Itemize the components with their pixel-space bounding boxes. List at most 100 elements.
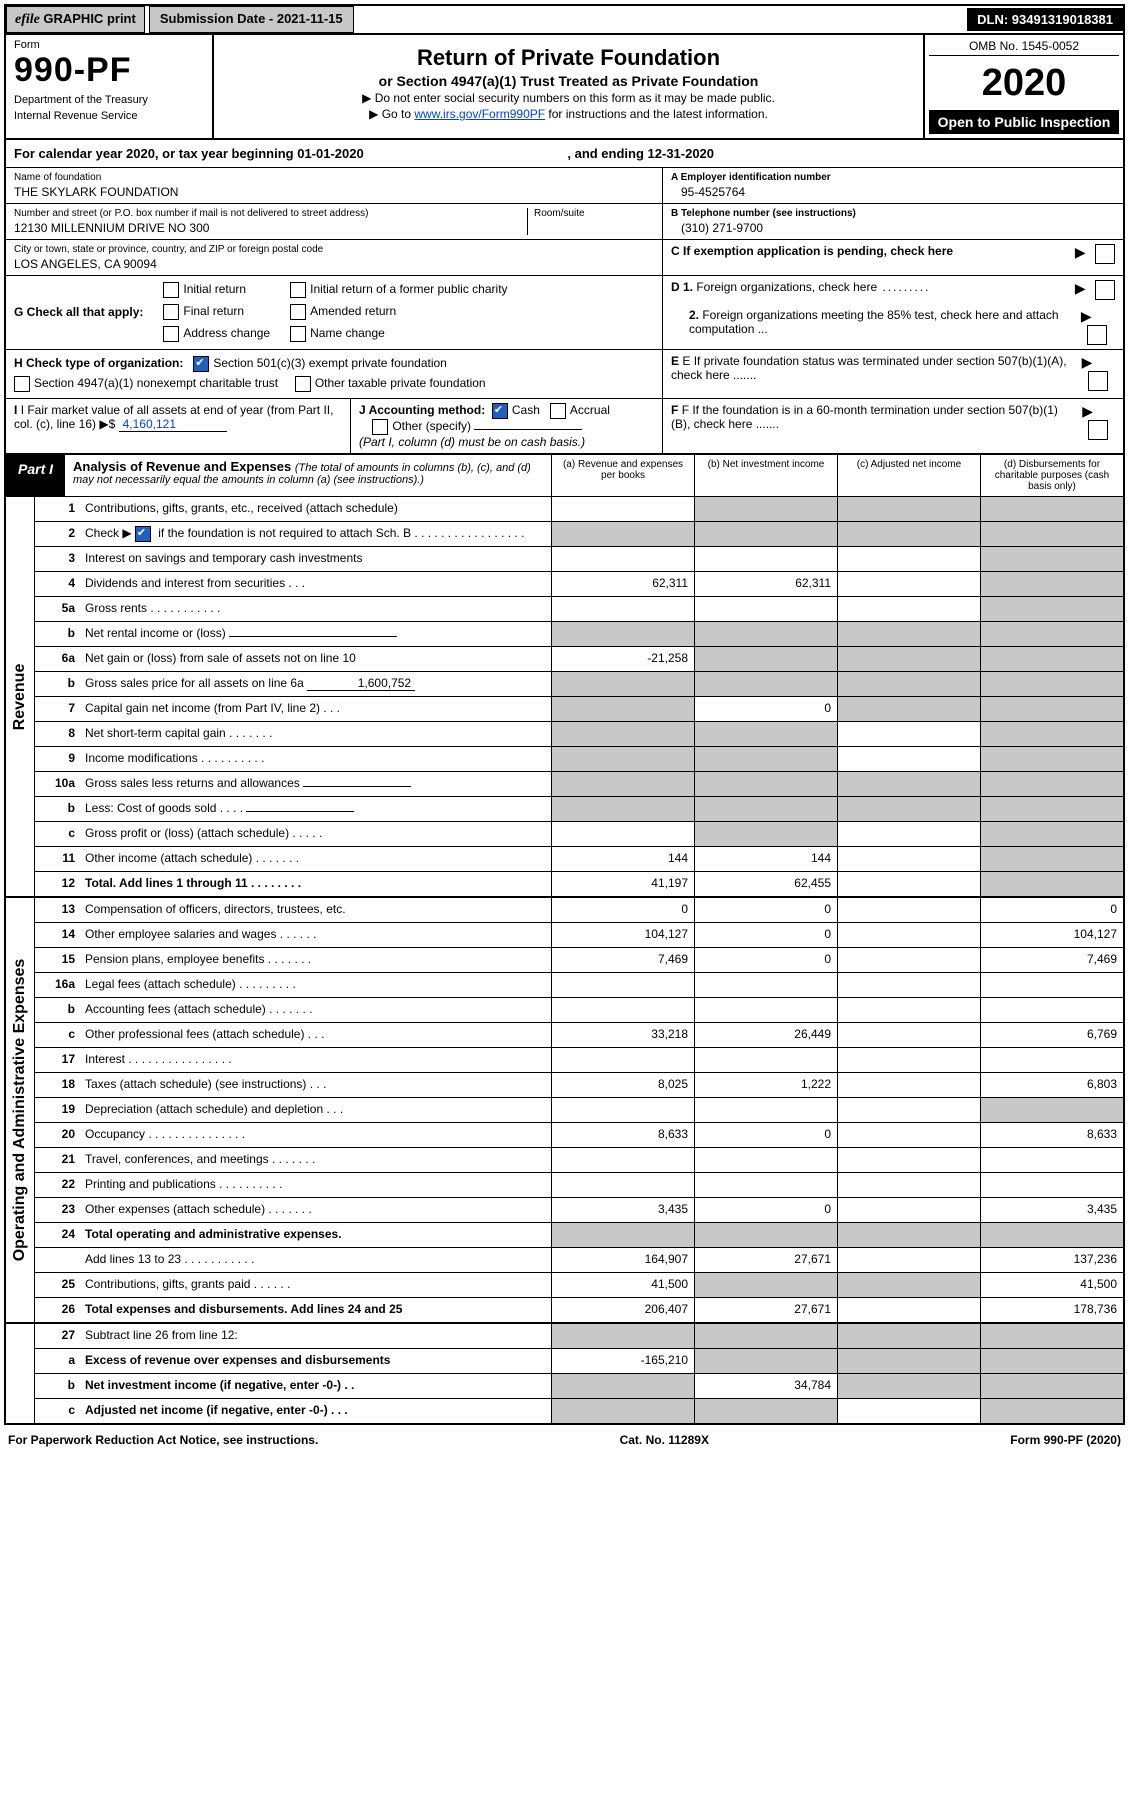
- footer-left: For Paperwork Reduction Act Notice, see …: [8, 1433, 318, 1447]
- line-16a: Legal fees (attach schedule) . . . . . .…: [79, 973, 551, 997]
- line-10b: Less: Cost of goods sold . . . .: [79, 797, 551, 821]
- cb-4947[interactable]: [14, 376, 30, 392]
- j-cash: Cash: [512, 403, 540, 417]
- line-19: Depreciation (attach schedule) and deple…: [79, 1098, 551, 1122]
- cb-name[interactable]: [290, 326, 306, 342]
- efile-print-button[interactable]: efile efile GRAPHIC printGRAPHIC print: [6, 6, 145, 33]
- line-22: Printing and publications . . . . . . . …: [79, 1173, 551, 1197]
- cb-other-tax[interactable]: [295, 376, 311, 392]
- revenue-section: Revenue 1Contributions, gifts, grants, e…: [6, 497, 1123, 898]
- d2-checkbox[interactable]: [1087, 325, 1107, 345]
- opex-section: Operating and Administrative Expenses 13…: [6, 898, 1123, 1324]
- line-10a: Gross sales less returns and allowances: [79, 772, 551, 796]
- cb-cash[interactable]: [492, 403, 508, 419]
- j-accrual: Accrual: [570, 403, 610, 417]
- line-18: Taxes (attach schedule) (see instruction…: [79, 1073, 551, 1097]
- i-block: I I Fair market value of all assets at e…: [6, 399, 351, 453]
- topbar-left: efile efile GRAPHIC printGRAPHIC print S…: [6, 6, 354, 33]
- pending-checkbox[interactable]: [1095, 244, 1115, 264]
- part1-tab: Part I: [6, 455, 65, 496]
- cb-addr[interactable]: [163, 326, 179, 342]
- submission-date: Submission Date - 2021-11-15: [149, 6, 354, 33]
- cb-other-method[interactable]: [372, 419, 388, 435]
- entity-right: A Employer identification number 95-4525…: [662, 168, 1123, 275]
- l4-b: 62,311: [694, 572, 837, 596]
- part1-title: Analysis of Revenue and Expenses: [73, 459, 295, 474]
- j-label: J Accounting method:: [359, 403, 485, 417]
- dept: Department of the Treasury: [14, 94, 204, 106]
- phone: (310) 271-9700: [671, 221, 1115, 235]
- header-left: Form 990-PF Department of the Treasury I…: [6, 35, 214, 138]
- d1-checkbox[interactable]: [1095, 280, 1115, 300]
- g-label: G Check all that apply:: [14, 305, 143, 319]
- e-block: E E If private foundation status was ter…: [663, 350, 1123, 398]
- cal-text: For calendar year 2020, or tax year begi…: [14, 146, 364, 161]
- cb-initial[interactable]: [163, 282, 179, 298]
- g-amended: Amended return: [310, 304, 396, 318]
- address-cell: Number and street (or P.O. box number if…: [6, 204, 662, 240]
- line-1: Contributions, gifts, grants, etc., rece…: [79, 497, 551, 521]
- cb-initial-former[interactable]: [290, 282, 306, 298]
- opex-side-label: Operating and Administrative Expenses: [6, 898, 35, 1322]
- ij-block: I I Fair market value of all assets at e…: [6, 399, 663, 453]
- address: 12130 MILLENNIUM DRIVE NO 300: [14, 221, 527, 235]
- line-6a: Net gain or (loss) from sale of assets n…: [79, 647, 551, 671]
- form-page: efile efile GRAPHIC printGRAPHIC print S…: [4, 4, 1125, 1425]
- form-number: 990-PF: [14, 51, 204, 90]
- cb-schb[interactable]: [135, 526, 151, 542]
- line-24-sub: Add lines 13 to 23 . . . . . . . . . . .: [79, 1248, 551, 1272]
- header-right: OMB No. 1545-0052 2020 Open to Public In…: [923, 35, 1123, 138]
- line-5a: Gross rents . . . . . . . . . . .: [79, 597, 551, 621]
- fmv-value[interactable]: 4,160,121: [119, 417, 227, 432]
- footer-center: Cat. No. 11289X: [620, 1433, 709, 1447]
- line-25: Contributions, gifts, grants paid . . . …: [79, 1273, 551, 1297]
- form-subtitle: or Section 4947(a)(1) Trust Treated as P…: [226, 73, 911, 89]
- section-gd: G Check all that apply: Initial return F…: [6, 276, 1123, 350]
- cal-ending: , and ending 12-31-2020: [567, 146, 714, 161]
- f-checkbox[interactable]: [1088, 420, 1108, 440]
- cb-amended[interactable]: [290, 304, 306, 320]
- line-15: Pension plans, employee benefits . . . .…: [79, 948, 551, 972]
- f-block: F F If the foundation is in a 60-month t…: [663, 399, 1123, 453]
- g-final: Final return: [183, 304, 244, 318]
- l12-b: 62,455: [694, 872, 837, 896]
- section-ijf: I I Fair market value of all assets at e…: [6, 399, 1123, 453]
- g-initial: Initial return: [183, 282, 246, 296]
- irs-link[interactable]: www.irs.gov/Form990PF: [414, 107, 545, 121]
- cb-501c3[interactable]: [193, 356, 209, 372]
- e-text: E If private foundation status was termi…: [671, 354, 1067, 382]
- e-checkbox[interactable]: [1088, 371, 1108, 391]
- form-label: Form: [14, 39, 204, 51]
- line-7: Capital gain net income (from Part IV, l…: [79, 697, 551, 721]
- col-a: (a) Revenue and expenses per books: [551, 455, 694, 496]
- line-20: Occupancy . . . . . . . . . . . . . . .: [79, 1123, 551, 1147]
- g-initial-former: Initial return of a former public charit…: [310, 282, 507, 296]
- h-opt1: Section 501(c)(3) exempt private foundat…: [213, 356, 446, 370]
- dln: DLN: 93491319018381: [967, 8, 1123, 31]
- line-9: Income modifications . . . . . . . . . .: [79, 747, 551, 771]
- cb-final[interactable]: [163, 304, 179, 320]
- instr-1: ▶ Do not enter social security numbers o…: [226, 91, 911, 105]
- city: LOS ANGELES, CA 90094: [14, 257, 654, 271]
- line-21: Travel, conferences, and meetings . . . …: [79, 1148, 551, 1172]
- h-opt2: Section 4947(a)(1) nonexempt charitable …: [34, 376, 278, 390]
- l12-a: 41,197: [551, 872, 694, 896]
- line-4: Dividends and interest from securities .…: [79, 572, 551, 596]
- form-header: Form 990-PF Department of the Treasury I…: [6, 35, 1123, 140]
- line-27: Subtract line 26 from line 12:: [79, 1324, 551, 1348]
- part1-header: Part I Analysis of Revenue and Expenses …: [6, 453, 1123, 497]
- foundation-name: THE SKYLARK FOUNDATION: [14, 185, 654, 199]
- entity-left: Name of foundation THE SKYLARK FOUNDATIO…: [6, 168, 662, 275]
- g-block: G Check all that apply: Initial return F…: [6, 276, 663, 349]
- l11-b: 144: [694, 847, 837, 871]
- f-text: F If the foundation is in a 60-month ter…: [671, 403, 1058, 431]
- cb-accrual[interactable]: [550, 403, 566, 419]
- l4-a: 62,311: [551, 572, 694, 596]
- footer-right: Form 990-PF (2020): [1010, 1433, 1121, 1447]
- line-12: Total. Add lines 1 through 11 . . . . . …: [79, 872, 551, 896]
- city-label: City or town, state or province, country…: [14, 244, 654, 255]
- line-14: Other employee salaries and wages . . . …: [79, 923, 551, 947]
- form-title: Return of Private Foundation: [226, 45, 911, 71]
- line-11: Other income (attach schedule) . . . . .…: [79, 847, 551, 871]
- addr-label: Number and street (or P.O. box number if…: [14, 208, 527, 219]
